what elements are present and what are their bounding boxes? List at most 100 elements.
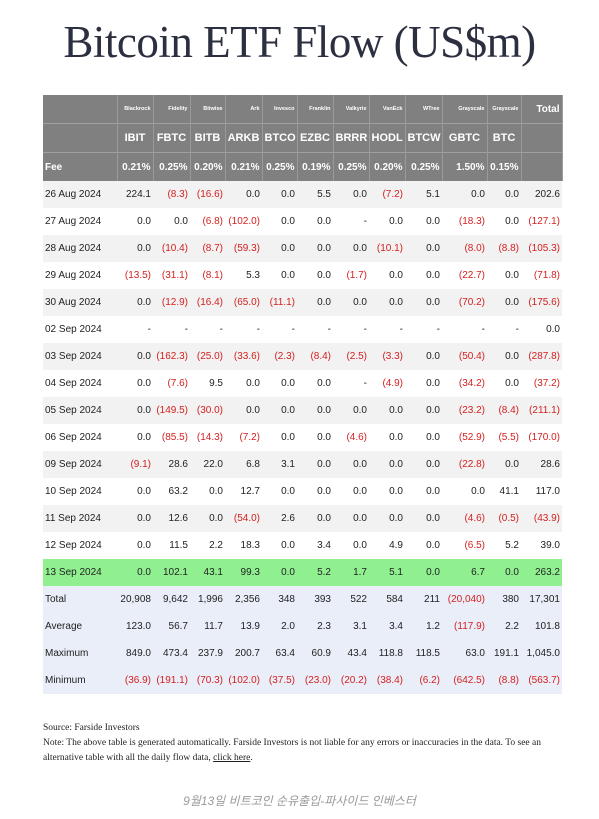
flow-value: (211.1) — [521, 397, 562, 424]
fee: 0.15% — [487, 152, 522, 181]
flow-value: 263.2 — [521, 559, 562, 586]
summary-value: 3.1 — [333, 613, 369, 640]
flow-value: (5.5) — [498, 432, 519, 443]
flow-value: 0.0 — [225, 397, 262, 424]
flow-value: (31.1) — [161, 270, 188, 281]
header-cell — [43, 95, 118, 124]
flow-value: (7.6) — [167, 378, 188, 389]
summary-value: 1,996 — [190, 586, 225, 613]
flow-value: 4.9 — [389, 540, 403, 551]
summary-value: 237.9 — [190, 640, 225, 667]
flow-value: 0.0 — [297, 235, 333, 262]
summary-label: Total — [43, 586, 117, 613]
table-row: IBIT FBTC BITB ARKB BTCO EZBC BRRR HODL BTCW GBTC… — [43, 123, 563, 153]
flow-value: - — [399, 324, 403, 335]
flow-value: 224.1 — [117, 181, 153, 208]
flow-value: 0.0 — [505, 270, 519, 281]
title: Bitcoin ETF Flow (US$m) — [63, 17, 536, 67]
flow-value: (170.0) — [528, 432, 560, 443]
table-row: 02 Sep 2024 - - - - - - - - - - - 0.0 — [43, 316, 562, 343]
flow-value: (52.9) — [458, 432, 485, 443]
note-end: . — [250, 753, 253, 763]
summary-value: 123.0 — [117, 613, 153, 640]
flow-value: 2.2 — [209, 540, 223, 551]
flow-value: (102.0) — [228, 216, 260, 227]
flow-value: (16.4) — [190, 289, 225, 316]
flow-value: 0.0 — [369, 397, 405, 424]
fee: 0.25% — [333, 152, 370, 181]
flow-value: 0.0 — [405, 289, 442, 316]
flow-value: (8.0) — [442, 235, 487, 262]
flow-value: (1.7) — [346, 270, 367, 281]
table-row: 13 Sep 2024 0.0 102.1 43.1 99.3 0.0 5.2 1.7 5.1 0… — [43, 559, 562, 586]
flow-value: 0.0 — [262, 559, 297, 586]
flow-value: 0.0 — [353, 540, 367, 551]
flow-value: (4.6) — [442, 505, 487, 532]
flow-value: (13.5) — [124, 270, 151, 281]
link[interactable]: click here — [213, 753, 251, 763]
flow-value: (6.5) — [464, 540, 485, 551]
fee: 0.19% — [297, 152, 334, 181]
date: 29 Aug 2024 — [45, 270, 102, 281]
table-row: 29 Aug 2024 (13.5) (31.1) (8.1) 5.3 0.0 0.0 (1.… — [43, 262, 562, 289]
date: 03 Sep 2024 — [43, 343, 117, 370]
flow-value: 0.0 — [281, 378, 295, 389]
flow-value: 0.0 — [471, 486, 485, 497]
summary-value: 3.4 — [369, 613, 405, 640]
flow-value: 39.0 — [540, 540, 560, 551]
flow-value: 6.7 — [442, 559, 487, 586]
flow-value: 0.0 — [333, 397, 369, 424]
summary-value: 63.4 — [262, 640, 297, 667]
flow-value: (10.4) — [153, 235, 190, 262]
flow-value: (16.6) — [190, 181, 225, 208]
flow-value: 0.0 — [317, 378, 331, 389]
flow-value: 0.0 — [405, 451, 442, 478]
summary-value: 348 — [262, 586, 297, 613]
issuer: Invesco — [262, 95, 298, 124]
issuer: Total — [521, 95, 563, 124]
table-row: Fee 0.21% 0.25% 0.20% 0.21% 0.25% 0.19% 0.25% 0.… — [43, 152, 563, 181]
flow-value: (65.0) — [225, 289, 262, 316]
flow-value: (127.1) — [528, 216, 560, 227]
flow-value: 0.0 — [505, 216, 519, 227]
flow-value: 0.0 — [369, 451, 405, 478]
flow-value: 5.3 — [246, 270, 260, 281]
flow-value: 0.0 — [487, 181, 521, 208]
flow-value: 0.0 — [426, 216, 440, 227]
flow-value: (175.6) — [521, 289, 562, 316]
table-row: 12 Sep 2024 0.0 11.5 2.2 18.3 0.0 3.4 0.0 4.9 0.0… — [43, 532, 562, 559]
table-row: Blackrock Fidelity Bitwise Ark Invesco Frankl… — [43, 95, 563, 124]
summary-value: 200.7 — [225, 640, 262, 667]
flow-value: (8.3) — [153, 181, 190, 208]
flow-value: 0.0 — [137, 540, 151, 551]
summary-value: 118.8 — [369, 640, 405, 667]
flow-value: - — [363, 216, 367, 227]
flow-value: - — [481, 324, 485, 335]
summary-value: 1.2 — [405, 613, 442, 640]
flow-value: 0.0 — [117, 559, 153, 586]
flow-value: 0.0 — [137, 432, 151, 443]
flow-value: (2.5) — [333, 343, 369, 370]
flow-value: 5.1 — [405, 181, 442, 208]
flow-value: 9.5 — [209, 378, 223, 389]
flow-value: 0.0 — [369, 289, 405, 316]
flow-value: (8.4) — [297, 343, 333, 370]
header-cell — [521, 152, 563, 181]
issuer: WTree — [405, 95, 443, 124]
flow-value: 117.0 — [535, 486, 560, 497]
fee: 0.25% — [405, 152, 443, 181]
flow-value: 0.0 — [246, 378, 260, 389]
flow-value: 0.0 — [426, 270, 440, 281]
flow-value: 0.0 — [297, 397, 333, 424]
table-row: 28 Aug 2024 0.0 (10.4) (8.7) (59.3) 0.0 0.0 0.0… — [43, 235, 562, 262]
flow-value: - — [436, 324, 440, 335]
flow-value: 0.0 — [389, 486, 403, 497]
flow-value: 43.1 — [190, 559, 225, 586]
flow-value: 0.0 — [225, 181, 262, 208]
flow-value: - — [515, 324, 519, 335]
summary-value: (38.4) — [369, 667, 405, 694]
summary-value: 63.0 — [442, 640, 487, 667]
issuer: Fidelity — [153, 95, 191, 124]
flow-value: 0.0 — [487, 343, 521, 370]
flow-value: 0.0 — [262, 397, 297, 424]
